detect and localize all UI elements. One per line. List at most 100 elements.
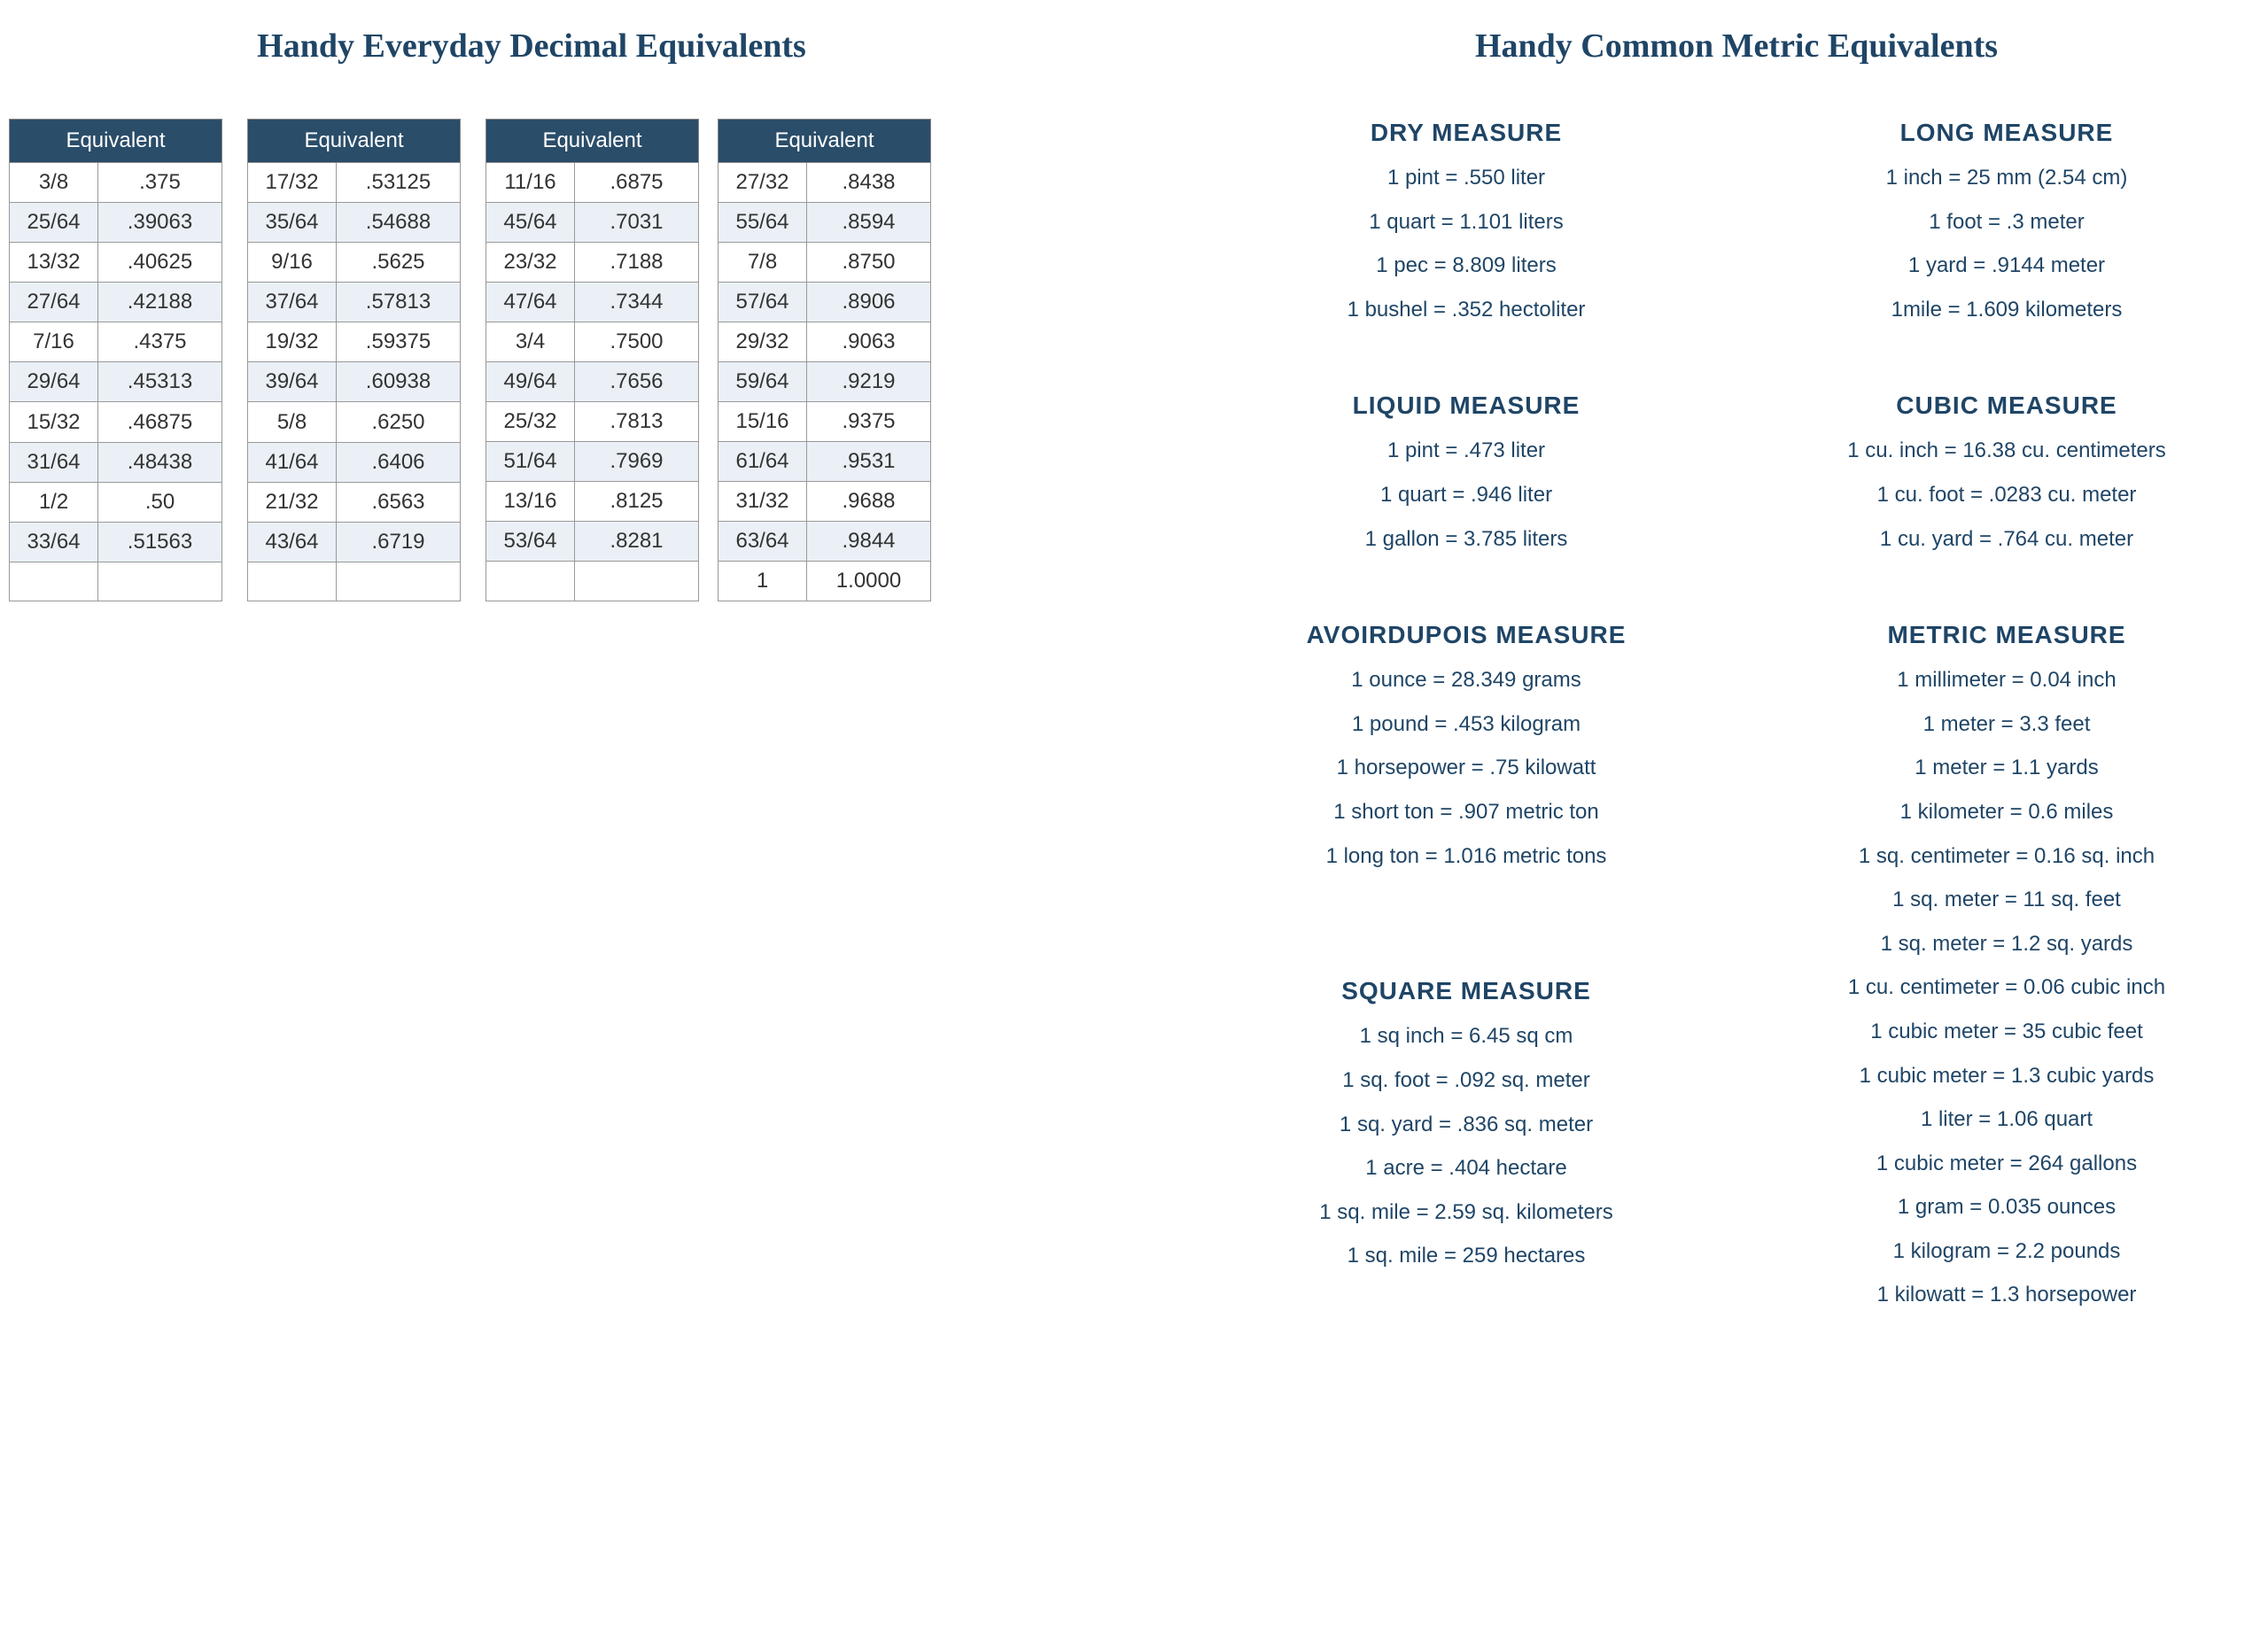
fraction-cell: 25/32 [486, 402, 575, 442]
table-row: 21/32.6563 [248, 482, 461, 522]
decimal-cell: .54688 [337, 203, 461, 243]
metric-title: Handy Common Metric Equivalents [1214, 27, 2259, 66]
decimal-cell: .8594 [807, 203, 931, 243]
table-row: 13/16.812531/32.9688 [486, 482, 931, 522]
decimal-cell: .8438 [807, 163, 931, 203]
metric-section-title: DRY MEASURE [1214, 119, 1719, 147]
metric-section-title: AVOIRDUPOIS MEASURE [1214, 621, 1719, 649]
decimal-cell: .6563 [337, 482, 461, 522]
metric-section: METRIC MEASURE1 millimeter = 0.04 inch1 … [1754, 621, 2259, 1324]
decimal-cell: .6250 [337, 402, 461, 442]
metric-section: CUBIC MEASURE1 cu. inch = 16.38 cu. cent… [1754, 392, 2259, 568]
fraction-cell: 15/16 [718, 402, 807, 442]
table-row: 41/64.6406 [248, 442, 461, 482]
table-row: 51/64.796961/64.9531 [486, 442, 931, 482]
fraction-cell: 25/64 [10, 203, 98, 243]
metric-item: 1 short ton = .907 metric ton [1214, 797, 1719, 827]
decimal-cell: .40625 [98, 243, 222, 283]
fraction-cell: 55/64 [718, 203, 807, 243]
table-row: 3/4.750029/32.9063 [486, 322, 931, 362]
equiv-table-1: Equivalent17/32.5312535/64.546889/16.562… [247, 119, 461, 601]
decimal-cell: .4375 [98, 322, 222, 362]
fraction-cell: 31/64 [10, 442, 98, 482]
fraction-cell: 31/32 [718, 482, 807, 522]
fraction-cell: 1 [718, 562, 807, 601]
table-row: 19/32.59375 [248, 322, 461, 362]
metric-section-title: LIQUID MEASURE [1214, 392, 1719, 420]
fraction-cell: 29/64 [10, 362, 98, 402]
table-row: 11/16.687527/32.8438 [486, 163, 931, 203]
decimal-cell: .6719 [337, 522, 461, 562]
metric-item: 1 cu. centimeter = 0.06 cubic inch [1754, 973, 2259, 1003]
metric-item: 1 foot = .3 meter [1754, 207, 2259, 237]
fraction-cell: 5/8 [248, 402, 337, 442]
decimal-cell: .7500 [575, 322, 699, 362]
table-row: 1/2.50 [10, 482, 222, 522]
metric-item: 1 ounce = 28.349 grams [1214, 665, 1719, 695]
fraction-cell: 19/32 [248, 322, 337, 362]
fraction-cell: 33/64 [10, 522, 98, 562]
metric-section: SQUARE MEASURE1 sq inch = 6.45 sq cm1 sq… [1214, 977, 1719, 1324]
table-spacer [699, 362, 718, 402]
decimal-cell: .7188 [575, 243, 699, 283]
metric-item: 1 sq. mile = 2.59 sq. kilometers [1214, 1198, 1719, 1228]
metric-item: 1 pec = 8.809 liters [1214, 251, 1719, 281]
table-spacer [699, 243, 718, 283]
metric-item: 1 cubic meter = 35 cubic feet [1754, 1017, 2259, 1047]
fraction-cell: 3/8 [10, 163, 98, 203]
fraction-cell: 27/64 [10, 283, 98, 322]
metric-item: 1mile = 1.609 kilometers [1754, 295, 2259, 325]
table-row: 29/64.45313 [10, 362, 222, 402]
table-row: 33/64.51563 [10, 522, 222, 562]
fraction-cell: 43/64 [248, 522, 337, 562]
metric-item: 1 quart = .946 liter [1214, 480, 1719, 510]
table-row: 31/64.48438 [10, 442, 222, 482]
metric-equivalents-panel: Handy Common Metric Equivalents DRY MEAS… [1125, 18, 2259, 1324]
decimal-cell: .39063 [98, 203, 222, 243]
metric-item: 1 cu. foot = .0283 cu. meter [1754, 480, 2259, 510]
fraction-cell: 21/32 [248, 482, 337, 522]
table-row: 11.0000 [486, 562, 931, 601]
table-header: Equivalent [248, 120, 461, 163]
fraction-cell: 41/64 [248, 442, 337, 482]
fraction-cell: 59/64 [718, 362, 807, 402]
metric-section: DRY MEASURE1 pint = .550 liter1 quart = … [1214, 119, 1719, 338]
table-row: 53/64.828163/64.9844 [486, 522, 931, 562]
decimal-cell: .8281 [575, 522, 699, 562]
metric-item: 1 sq. meter = 11 sq. feet [1754, 885, 2259, 915]
table-row: 37/64.57813 [248, 283, 461, 322]
table-spacer [699, 522, 718, 562]
table-spacer [699, 442, 718, 482]
metric-section: LIQUID MEASURE1 pint = .473 liter1 quart… [1214, 392, 1719, 568]
metric-item: 1 acre = .404 hectare [1214, 1153, 1719, 1183]
fraction-cell: 51/64 [486, 442, 575, 482]
metric-item: 1 long ton = 1.016 metric tons [1214, 841, 1719, 872]
fraction-cell: 47/64 [486, 283, 575, 322]
table-row: 23/32.71887/8.8750 [486, 243, 931, 283]
decimal-cell: .7813 [575, 402, 699, 442]
fraction-cell: 11/16 [486, 163, 575, 203]
metric-item: 1 quart = 1.101 liters [1214, 207, 1719, 237]
decimal-cell: .51563 [98, 522, 222, 562]
decimal-cell: .7656 [575, 362, 699, 402]
decimal-cell: .375 [98, 163, 222, 203]
fraction-cell: 35/64 [248, 203, 337, 243]
metric-item: 1 kilogram = 2.2 pounds [1754, 1237, 2259, 1267]
metric-item: 1 meter = 3.3 feet [1754, 709, 2259, 740]
decimal-cell: .53125 [337, 163, 461, 203]
decimal-cell: .8906 [807, 283, 931, 322]
table-row: 15/32.46875 [10, 402, 222, 442]
decimal-cell: .57813 [337, 283, 461, 322]
table-row: 9/16.5625 [248, 243, 461, 283]
decimal-cell: .50 [98, 482, 222, 522]
decimal-cell: .7031 [575, 203, 699, 243]
fraction-cell: 29/32 [718, 322, 807, 362]
table-row: 45/64.703155/64.8594 [486, 203, 931, 243]
metric-item: 1 kilometer = 0.6 miles [1754, 797, 2259, 827]
metric-item: 1 gram = 0.035 ounces [1754, 1192, 2259, 1222]
metric-item: 1 millimeter = 0.04 inch [1754, 665, 2259, 695]
tables-row: Equivalent3/8.37525/64.3906313/32.406252… [9, 119, 1054, 601]
metric-item: 1 sq inch = 6.45 sq cm [1214, 1021, 1719, 1051]
decimal-equivalents-panel: Handy Everyday Decimal Equivalents Equiv… [9, 18, 1054, 1324]
metric-item: 1 inch = 25 mm (2.54 cm) [1754, 163, 2259, 193]
